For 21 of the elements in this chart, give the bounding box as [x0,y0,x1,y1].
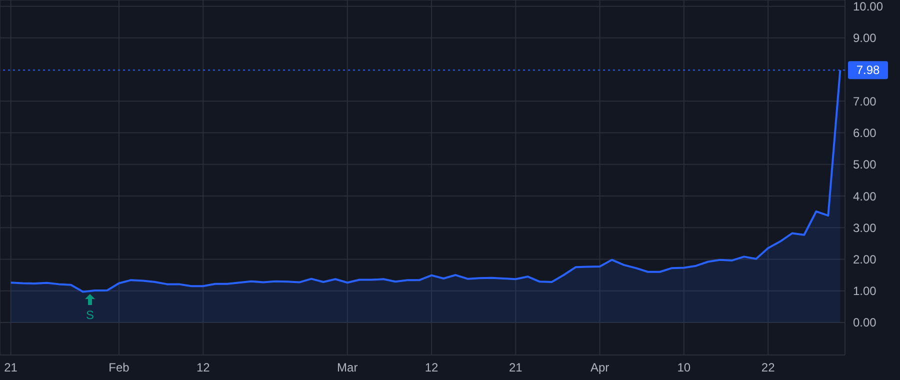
x-tick-label: 12 [424,360,439,375]
y-tick-label: 0.00 [853,316,877,330]
ref-line-label: 7.98 [856,63,880,78]
y-tick-label: 1.00 [853,284,877,298]
x-tick-label: 12 [196,360,210,375]
x-tick-label: 21 [4,360,18,375]
y-tick-label: 5.00 [853,158,877,172]
x-tick-label: Feb [108,360,130,375]
annotation: S [84,308,95,322]
x-tick-label: 10 [677,360,691,375]
y-tick-label: 6.00 [853,126,877,140]
x-tick-label: 22 [761,360,776,375]
y-tick-label: 9.00 [853,31,877,46]
x-tick-label: 21 [508,360,523,375]
y-tick-label: 4.00 [853,189,877,204]
y-tick-label: 3.00 [853,220,877,235]
x-tick-label: Mar [337,360,358,375]
y-tick-label: 7.00 [853,94,877,108]
y-tick-label: 10.00 [853,0,884,14]
x-tick-label: Apr [590,360,610,375]
y-tick-label: 2.00 [853,252,877,266]
